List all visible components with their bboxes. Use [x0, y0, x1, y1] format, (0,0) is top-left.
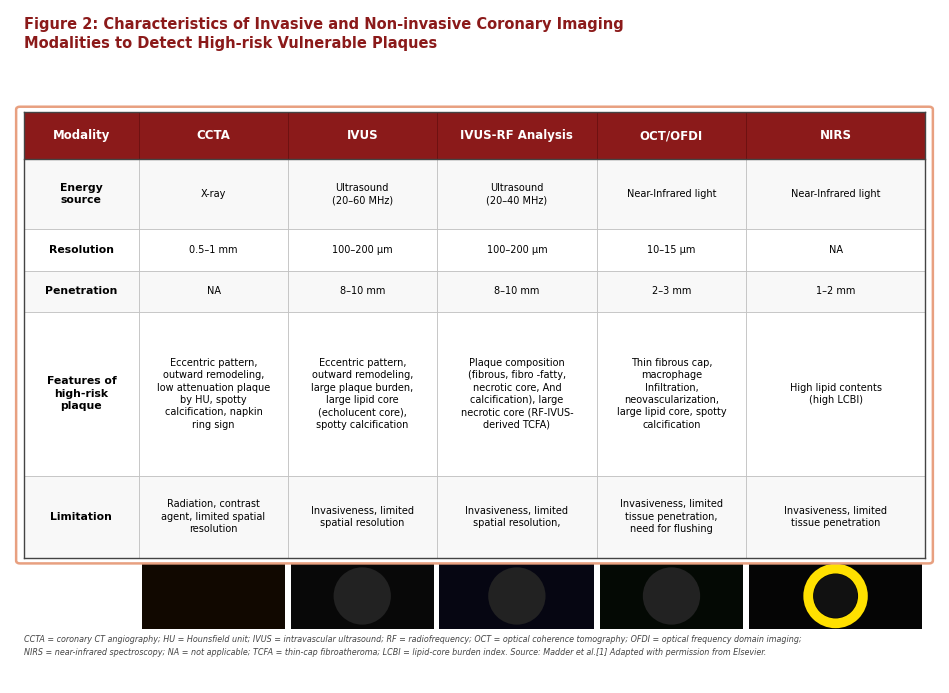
Text: IVUS: IVUS [346, 129, 378, 142]
Bar [749, 563, 922, 629]
Text: Resolution: Resolution [49, 245, 114, 255]
Bar [140, 159, 288, 229]
Bar [24, 159, 140, 229]
Text: 100–200 μm: 100–200 μm [487, 245, 548, 255]
Text: CCTA = coronary CT angiography; HU = Hounsfield unit; IVUS = intravascular ultra: CCTA = coronary CT angiography; HU = Hou… [24, 635, 802, 657]
Text: 0.5–1 mm: 0.5–1 mm [189, 245, 238, 255]
Text: Invasiveness, limited
tissue penetration,
need for flushing: Invasiveness, limited tissue penetration… [620, 500, 723, 534]
Text: Eccentric pattern,
outward remodeling,
large plaque burden,
large lipid core
(ec: Eccentric pattern, outward remodeling, l… [311, 358, 414, 430]
Text: Invasiveness, limited
spatial resolution,: Invasiveness, limited spatial resolution… [465, 505, 568, 528]
Bar [140, 475, 288, 558]
Bar [24, 475, 140, 558]
Ellipse shape [488, 568, 546, 624]
Bar [597, 112, 746, 159]
Bar [746, 271, 925, 313]
Text: Invasiveness, limited
spatial resolution: Invasiveness, limited spatial resolution [310, 505, 414, 528]
Bar [437, 229, 597, 271]
Bar [746, 229, 925, 271]
Bar [600, 563, 743, 629]
Text: Modality: Modality [53, 129, 110, 142]
Text: 2–3 mm: 2–3 mm [652, 286, 691, 297]
Text: Limitation: Limitation [50, 511, 112, 522]
Text: Penetration: Penetration [46, 286, 118, 297]
Bar [437, 112, 597, 159]
Bar [746, 313, 925, 475]
Bar [597, 159, 746, 229]
Bar [288, 313, 437, 475]
Bar [140, 229, 288, 271]
Bar [288, 271, 437, 313]
Bar [597, 475, 746, 558]
Bar [24, 271, 140, 313]
Bar [439, 563, 594, 629]
Ellipse shape [642, 568, 700, 624]
Text: Plaque composition
(fibrous, fibro -fatty,
necrotic core, And
calcification), la: Plaque composition (fibrous, fibro -fatt… [460, 358, 573, 430]
Text: Figure 2: Characteristics of Invasive and Non-invasive Coronary Imaging: Figure 2: Characteristics of Invasive an… [24, 17, 623, 33]
Text: 10–15 μm: 10–15 μm [647, 245, 696, 255]
Text: Near-Infrared light: Near-Infrared light [626, 189, 716, 200]
Bar [140, 313, 288, 475]
Bar [597, 271, 746, 313]
Text: NIRS: NIRS [820, 129, 851, 142]
Text: Thin fibrous cap,
macrophage
Infiltration,
neovascularization,
large lipid core,: Thin fibrous cap, macrophage Infiltratio… [617, 358, 726, 430]
Text: 8–10 mm: 8–10 mm [494, 286, 540, 297]
Bar [746, 475, 925, 558]
Bar [290, 563, 434, 629]
Text: 8–10 mm: 8–10 mm [340, 286, 385, 297]
Bar [437, 475, 597, 558]
Bar [24, 112, 140, 159]
Bar [140, 112, 288, 159]
Text: High lipid contents
(high LCBI): High lipid contents (high LCBI) [790, 383, 882, 405]
Bar [437, 159, 597, 229]
Text: X-ray: X-ray [201, 189, 226, 200]
Text: 1–2 mm: 1–2 mm [816, 286, 855, 297]
Bar [142, 563, 285, 629]
Bar [140, 271, 288, 313]
Bar [746, 159, 925, 229]
Text: IVUS-RF Analysis: IVUS-RF Analysis [460, 129, 573, 142]
Text: Radiation, contrast
agent, limited spatial
resolution: Radiation, contrast agent, limited spati… [161, 500, 266, 534]
Bar [437, 313, 597, 475]
Bar [288, 159, 437, 229]
Text: Eccentric pattern,
outward remodeling,
low attenuation plaque
by HU, spotty
calc: Eccentric pattern, outward remodeling, l… [157, 358, 270, 430]
Text: Energy
source: Energy source [60, 183, 102, 205]
Bar [746, 112, 925, 159]
Ellipse shape [334, 568, 391, 624]
Text: Invasiveness, limited
tissue penetration: Invasiveness, limited tissue penetration [784, 505, 887, 528]
Ellipse shape [813, 574, 858, 618]
Text: OCT/OFDI: OCT/OFDI [640, 129, 703, 142]
Bar [288, 112, 437, 159]
Bar [597, 229, 746, 271]
Text: Near-Infrared light: Near-Infrared light [791, 189, 881, 200]
Text: Features of
high-risk
plaque: Features of high-risk plaque [47, 376, 117, 411]
Bar [24, 313, 140, 475]
Text: Ultrasound
(20–60 MHz): Ultrasound (20–60 MHz) [332, 183, 393, 205]
Bar [288, 229, 437, 271]
Bar [597, 313, 746, 475]
Text: NA: NA [207, 286, 220, 297]
Bar [437, 271, 597, 313]
Text: Ultrasound
(20–40 MHz): Ultrasound (20–40 MHz) [486, 183, 548, 205]
Text: CCTA: CCTA [196, 129, 231, 142]
Text: 100–200 μm: 100–200 μm [332, 245, 393, 255]
Bar [288, 475, 437, 558]
Bar [24, 229, 140, 271]
Text: Modalities to Detect High-risk Vulnerable Plaques: Modalities to Detect High-risk Vulnerabl… [24, 36, 437, 51]
Text: NA: NA [828, 245, 843, 255]
